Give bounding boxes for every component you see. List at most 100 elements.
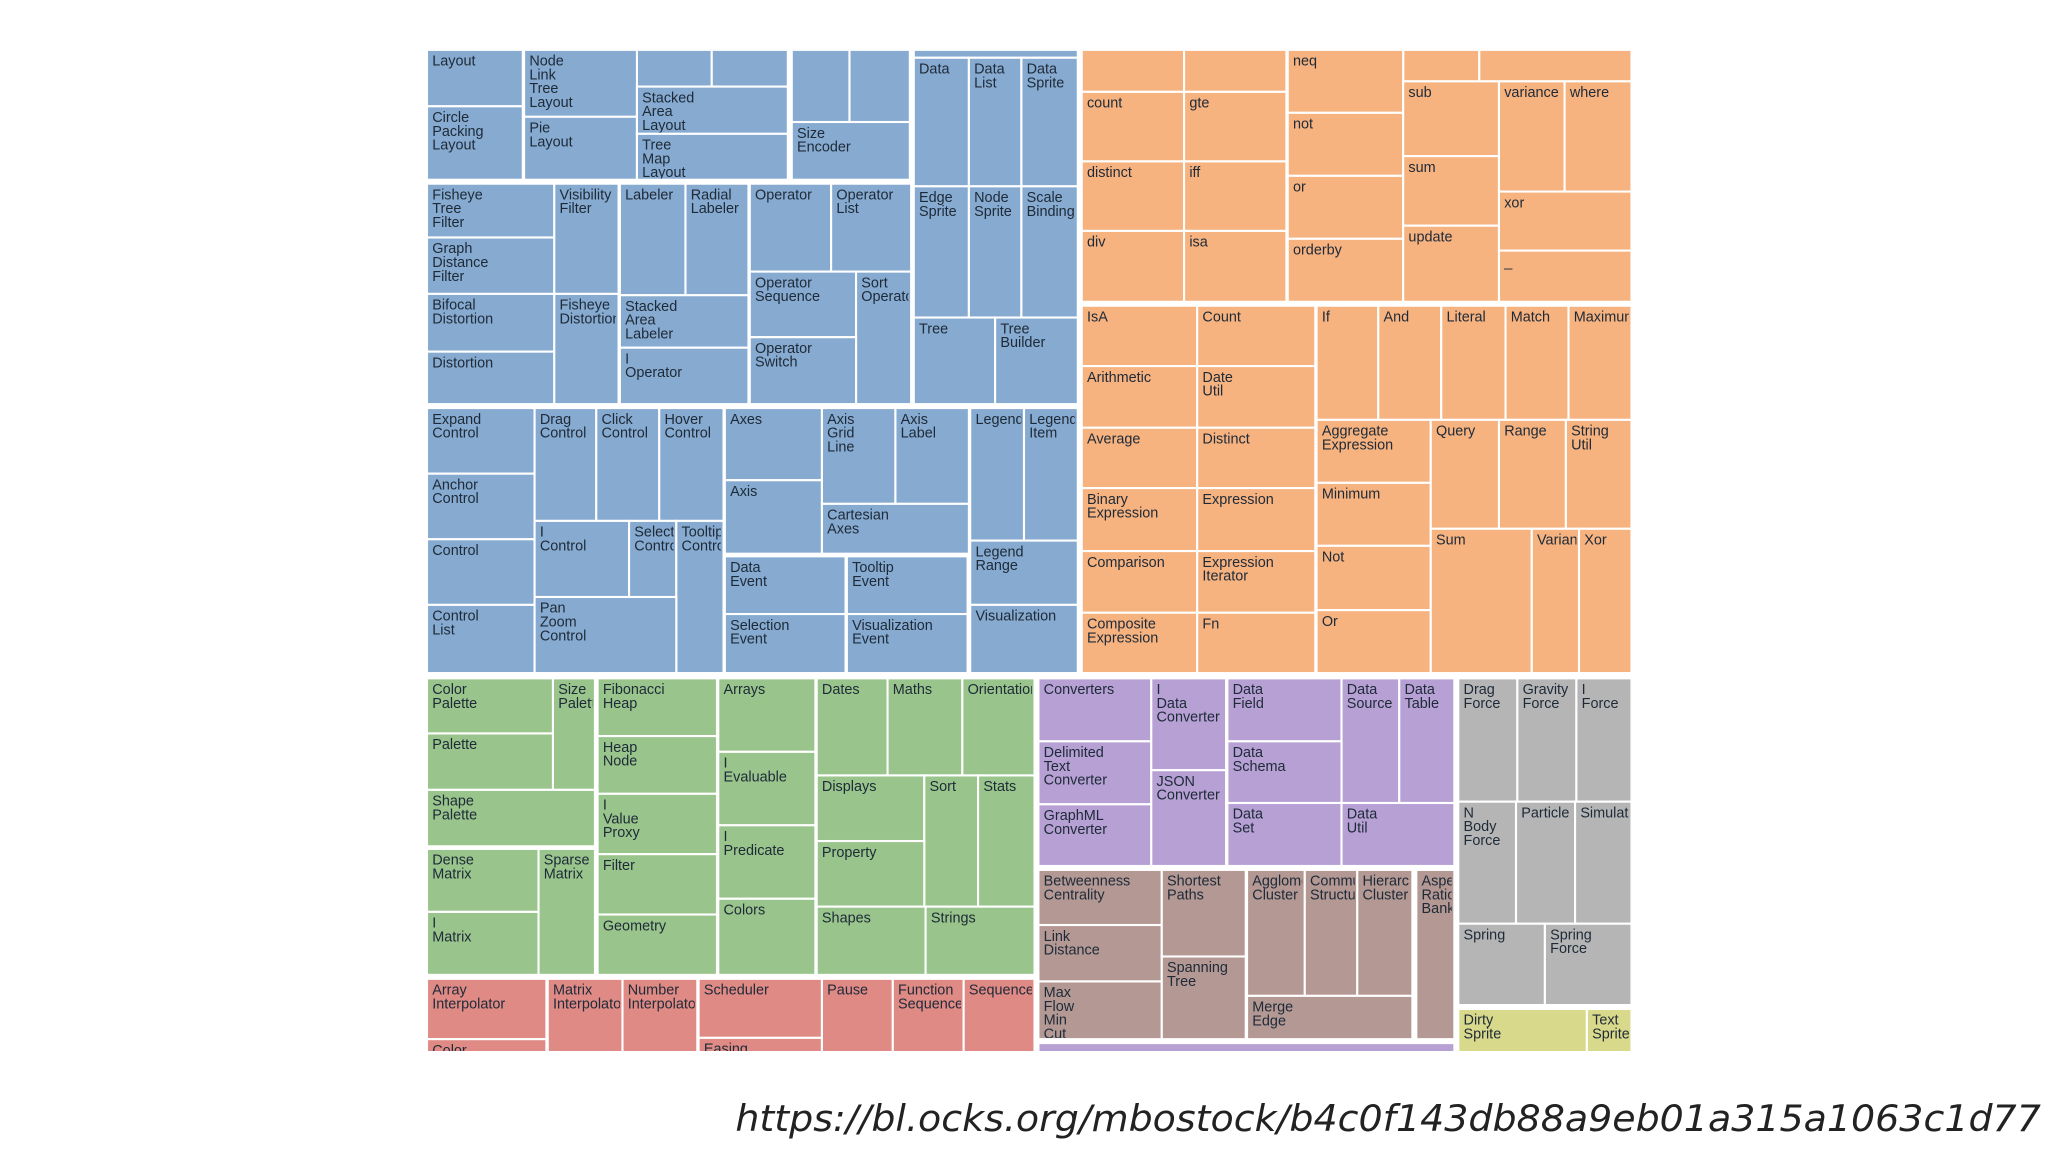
cell-label: Fisheye Distortion — [560, 298, 621, 328]
cell-label: Data List — [974, 61, 1005, 91]
cell-label: I Data Converter — [1157, 682, 1221, 726]
cell-label: If — [1322, 309, 1331, 325]
cell-label: Pause — [827, 983, 868, 999]
cell-label: Number Interpolator — [628, 983, 701, 1013]
cell-label: Property — [822, 845, 877, 861]
cell-label: Tree — [919, 321, 948, 337]
cell — [969, 539, 1079, 606]
cell-label: I Value Proxy — [603, 798, 641, 842]
cell-label: Arithmetic — [1087, 370, 1151, 386]
cell — [1429, 418, 1501, 530]
cell-label: Operator List — [836, 187, 893, 217]
cell-label: Selection Control — [634, 525, 693, 555]
cell — [1160, 868, 1247, 958]
cell-label: where — [1569, 85, 1609, 101]
cell — [618, 346, 750, 406]
cell-label: Match — [1511, 309, 1550, 325]
cell — [1575, 677, 1632, 803]
cell-label: Arrays — [724, 682, 766, 698]
cell — [894, 407, 970, 505]
cell — [1020, 56, 1079, 188]
cell-label: Stacked Area Labeler — [625, 299, 677, 343]
cell-label: Sort — [930, 779, 956, 795]
cell-label: Count — [1202, 309, 1240, 325]
cell-label: div — [1087, 235, 1106, 251]
cell-label: Data Source — [1347, 682, 1393, 712]
cell-label: Spanning Tree — [1167, 960, 1228, 990]
cell — [1080, 550, 1199, 614]
cell-label: Data Set — [1233, 807, 1264, 837]
cell-label: Maximum — [1574, 309, 1637, 325]
cell-label: Shortest Paths — [1167, 874, 1221, 904]
cell — [1183, 229, 1288, 303]
cell-label: Distortion — [432, 355, 493, 371]
cell — [553, 182, 620, 295]
cell — [1543, 922, 1632, 1007]
cell-label: Fisheye Tree Filter — [432, 187, 483, 231]
cell-label: Simulation — [1580, 805, 1647, 821]
cell — [1315, 609, 1432, 675]
cell-label: distinct — [1087, 165, 1132, 181]
cell-label: neq — [1293, 54, 1317, 70]
cell-label: Comparison — [1087, 555, 1165, 571]
source-url: https://bl.ocks.org/mbostock/b4c0f143db8… — [735, 1097, 2041, 1140]
cell-label: Size Encoder — [797, 126, 851, 156]
cell-label: Tree Builder — [1000, 321, 1045, 351]
cell — [815, 905, 927, 976]
cell — [969, 407, 1026, 542]
cell-label: Shapes — [822, 910, 871, 926]
cell-label: Hierarchical Cluster — [1363, 874, 1439, 904]
cell — [427, 236, 556, 295]
cell-label: Palette — [432, 737, 477, 753]
cell-label: Maths — [893, 682, 932, 698]
cell-label: Geometry — [603, 918, 667, 934]
cell-label: Legend — [975, 412, 1023, 428]
cell-label: Operator Switch — [755, 341, 812, 371]
cell — [848, 49, 911, 124]
cell — [924, 905, 1036, 976]
cell — [815, 839, 926, 908]
cell — [1356, 868, 1414, 997]
cell — [717, 750, 817, 827]
cell-label: Selection Event — [730, 618, 789, 648]
cell-label: Not — [1322, 550, 1344, 566]
cell-label: Distinct — [1202, 431, 1249, 447]
cell-label: Query — [1436, 424, 1476, 440]
cell-label: Delimited Text Converter — [1044, 745, 1108, 789]
cell-label: Hover Control — [664, 412, 711, 442]
cell — [962, 977, 1036, 1051]
cell-label: Data Util — [1347, 807, 1378, 837]
cell-label: Operator Sequence — [755, 275, 820, 305]
cell-label: Node Link Tree Layout — [529, 54, 572, 111]
cell-label: Minimum — [1322, 487, 1381, 503]
cell-label: Spring — [1464, 927, 1506, 943]
cell — [1246, 994, 1414, 1041]
cell — [845, 613, 969, 675]
cell — [1377, 304, 1443, 421]
cell-label: Orientation — [968, 682, 1039, 698]
cell-label: Size Palette — [558, 682, 603, 712]
cell-label: Color — [432, 1043, 467, 1059]
cell — [1020, 185, 1079, 319]
cell-label: Dates — [822, 682, 860, 698]
cell-label: I Evaluable — [724, 756, 787, 786]
cell — [790, 49, 851, 124]
cell-label: Heap Node — [603, 740, 637, 770]
cell-label: Expression — [1202, 492, 1273, 508]
cell — [912, 185, 970, 319]
cell-label: And — [1384, 309, 1410, 325]
cell-label: Radial Labeler — [691, 187, 739, 217]
cell-label: Shape Palette — [432, 794, 477, 824]
cell-label: Data Event — [730, 560, 767, 590]
cell-label: Data Field — [1233, 682, 1264, 712]
cell-label: Axes — [730, 412, 762, 428]
cell-label: Layout — [432, 54, 475, 70]
cell — [1457, 1007, 1588, 1051]
cell-label: Axis Grid Line — [827, 412, 854, 456]
cell-label: not — [1293, 117, 1313, 133]
cell — [1286, 237, 1405, 303]
cell-label: Filter — [603, 858, 635, 874]
cell — [815, 774, 926, 843]
cell-label: I Control — [540, 525, 587, 555]
